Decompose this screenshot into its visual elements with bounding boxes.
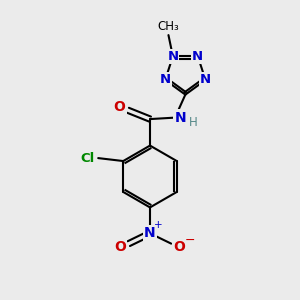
Text: H: H <box>189 116 198 129</box>
Text: N: N <box>200 74 211 86</box>
Text: N: N <box>144 226 156 240</box>
Text: N: N <box>175 111 186 124</box>
Text: N: N <box>192 50 203 63</box>
Text: N: N <box>167 50 178 63</box>
Text: −: − <box>184 234 195 247</box>
Text: O: O <box>114 100 126 114</box>
Text: CH₃: CH₃ <box>158 20 179 33</box>
Text: O: O <box>173 240 185 254</box>
Text: +: + <box>154 220 163 230</box>
Text: O: O <box>114 240 126 254</box>
Text: Cl: Cl <box>81 152 95 165</box>
Text: N: N <box>160 74 171 86</box>
